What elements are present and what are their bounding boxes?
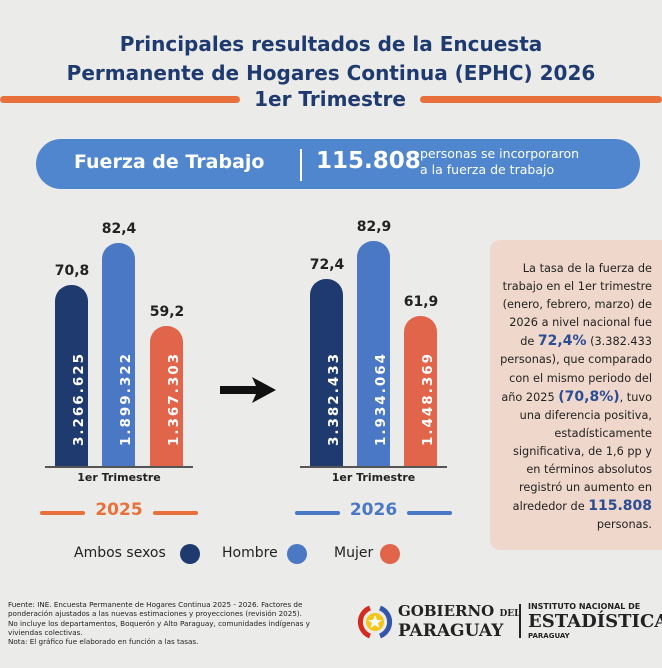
bar-2025-1: 1.899.322 <box>102 243 135 466</box>
bar-value-label: 70,8 <box>54 262 90 279</box>
year-line <box>407 511 452 515</box>
x-axis-label: 1er Trimestre <box>331 471 416 484</box>
bar-value-label: 82,4 <box>101 221 137 238</box>
bar-2026-1: 1.934.064 <box>357 241 390 466</box>
banner-label: Fuerza de Trabajo <box>74 151 265 173</box>
divider <box>420 96 662 103</box>
bar-value-label: 82,9 <box>356 219 392 236</box>
bar-count-label: 3.382.433 <box>325 351 342 446</box>
bar-value-label: 61,9 <box>403 294 439 311</box>
legend-hombre: Hombre <box>222 545 278 561</box>
bar-count-label: 1.899.322 <box>117 351 134 446</box>
logos: GOBIERNO DEL PARAGUAY INSTITUTO NACIONAL … <box>356 602 662 642</box>
arrow-right-icon <box>220 377 276 403</box>
bar-value-label: 59,2 <box>149 304 185 321</box>
bar-2025-0: 3.266.625 <box>55 284 88 466</box>
banner-desc: personas se incorporaron a la fuerza de t… <box>420 146 580 177</box>
bar-2025-2: 1.367.303 <box>150 326 183 466</box>
bar-count-label: 1.448.369 <box>419 351 436 446</box>
x-axis-label: 1er Trimestre <box>77 471 161 484</box>
subtitle: 1er Trimestre <box>254 87 406 111</box>
divider <box>300 149 302 181</box>
legend-ambos: Ambos sexos <box>74 545 166 561</box>
axis-baseline <box>45 466 193 468</box>
year-label: 2025 <box>95 500 143 520</box>
legend-swatch <box>380 544 400 564</box>
bar-count-label: 1.367.303 <box>165 351 182 446</box>
bar-count-label: 1.934.064 <box>372 351 389 446</box>
year-label: 2026 <box>349 500 398 520</box>
paraguay-seal-logo <box>357 605 393 639</box>
year-line <box>295 511 340 515</box>
divider <box>0 96 240 103</box>
banner-value: 115.808 <box>316 148 421 174</box>
bar-value-label: 72,4 <box>309 256 345 273</box>
summary-banner: Fuerza de Trabajo 115.808 personas se in… <box>36 139 640 189</box>
page-title: Principales resultados de la Encuesta Pe… <box>66 32 596 85</box>
bar-2026-0: 3.382.433 <box>310 278 343 466</box>
description-panel: La tasa de la fuerza de trabajo en el 1e… <box>490 240 662 550</box>
year-line <box>40 511 85 515</box>
footnote: Fuente: INE. Encuesta Permanente de Hoga… <box>8 600 310 647</box>
year-line <box>153 511 198 515</box>
axis-baseline <box>300 466 447 468</box>
bar-count-label: 3.266.625 <box>70 351 87 446</box>
legend-mujer: Mujer <box>334 545 374 561</box>
legend-swatch <box>287 544 307 564</box>
legend-swatch <box>180 544 200 564</box>
bar-2026-2: 1.448.369 <box>404 316 437 466</box>
